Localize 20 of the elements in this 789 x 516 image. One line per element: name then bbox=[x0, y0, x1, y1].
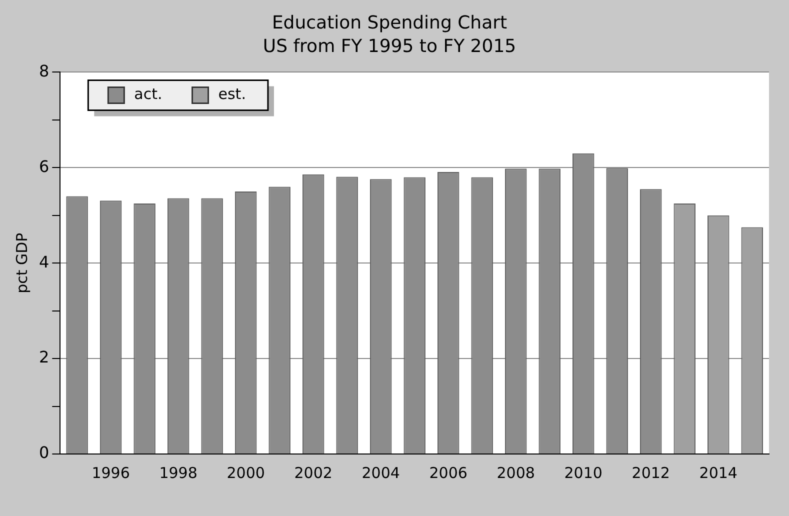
x-tick-label: 2000 bbox=[226, 464, 265, 482]
chart-title: Education Spending Chart bbox=[272, 12, 508, 34]
x-tick-label: 2012 bbox=[632, 464, 670, 482]
y-tick-label: 4 bbox=[38, 252, 50, 272]
chart-subtitle: US from FY 1995 to FY 2015 bbox=[262, 36, 516, 58]
x-tick-label: 1998 bbox=[159, 464, 198, 482]
x-tick-label: 2006 bbox=[429, 464, 468, 482]
x-tick-label: 1996 bbox=[92, 464, 130, 482]
x-tick-label: 2014 bbox=[699, 464, 738, 482]
y-tick-label: 6 bbox=[38, 156, 50, 176]
x-tick-label: 2002 bbox=[294, 464, 332, 482]
x-tick-label: 2004 bbox=[362, 464, 400, 482]
x-tick-label: 2008 bbox=[496, 464, 535, 482]
y-tick-label: 8 bbox=[38, 61, 50, 80]
legend-label: est. bbox=[218, 85, 246, 104]
y-axis-title: pct GDP bbox=[12, 232, 31, 294]
y-tick-label: 0 bbox=[38, 443, 50, 462]
x-tick-label: 2010 bbox=[564, 464, 602, 482]
legend-label: act. bbox=[134, 85, 162, 104]
y-tick-label: 2 bbox=[38, 348, 50, 367]
